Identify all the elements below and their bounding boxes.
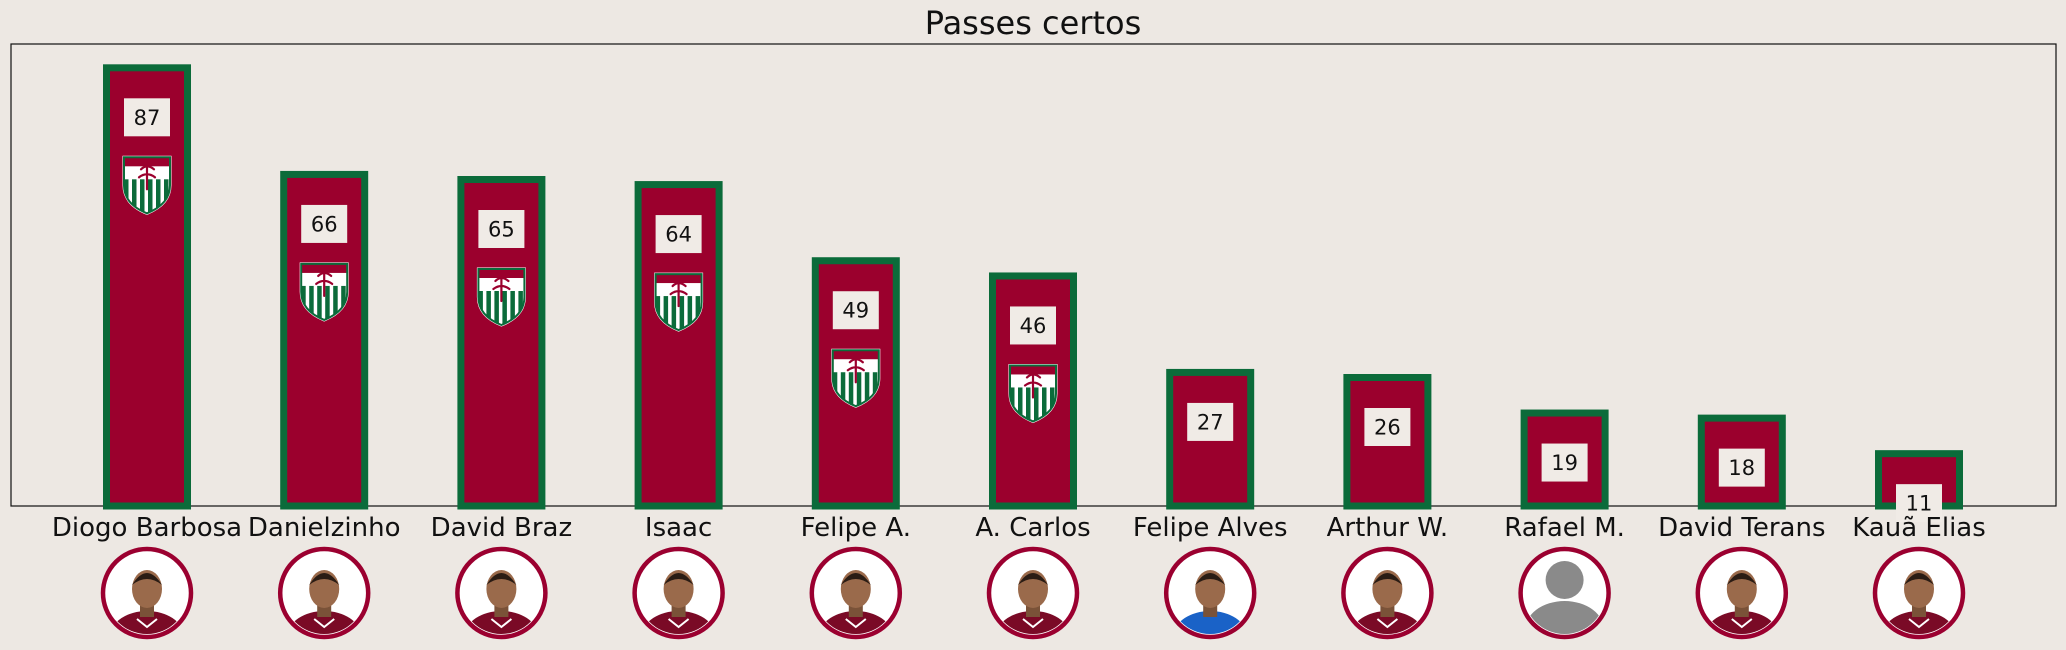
data-label: 27 [1197,410,1224,434]
data-label: 66 [311,212,338,236]
data-label-box [124,98,170,137]
player-photo [1695,546,1789,640]
data-label: 65 [488,218,515,242]
data-label-box [478,210,525,248]
data-label-box [1541,443,1588,482]
club-crest-icon [1008,363,1058,424]
club-crest-icon [654,272,704,332]
x-tick-label: Danielzinho [248,513,401,543]
x-tick-label: Isaac [645,513,712,543]
data-label: 87 [134,106,161,130]
x-tick-label: Felipe Alves [1133,513,1288,543]
data-label-box [1010,306,1056,345]
club-crest-icon [476,267,526,327]
player-photo [100,546,194,640]
x-tick-label: A. Carlos [975,513,1090,543]
x-tick-label: Felipe A. [801,513,911,543]
data-label: 19 [1551,451,1578,475]
club-crest-icon [831,348,881,408]
player-photo [277,546,371,640]
data-label-box [1718,448,1765,487]
data-label-box [655,215,702,254]
data-label: 11 [1906,492,1933,516]
data-label: 46 [1020,314,1047,338]
player-photo [632,546,725,640]
x-tick-label: Kauã Elias [1852,513,1986,543]
x-tick-label: David Terans [1658,513,1825,543]
player-photo [455,546,548,640]
x-tick-label: Diogo Barbosa [52,513,242,543]
club-crest-icon [122,155,172,215]
data-label-box [301,204,348,243]
bar [1343,374,1432,510]
x-tick-label: Arthur W. [1327,513,1449,543]
bars-layer: 87 66 65 64 49 46 27 26 19 18 11 [103,64,1963,523]
data-label: 64 [665,223,692,247]
data-label-box [1187,402,1234,441]
x-tick-labels: Diogo Barbosa Danielzinho David Braz Isaac F… [52,513,1986,543]
player-photo [809,546,903,640]
player-photos [100,546,1966,640]
bar [103,64,191,510]
player-photo [1872,546,1966,640]
data-label: 26 [1374,416,1401,440]
player-photo [1341,546,1434,640]
data-label: 49 [842,299,869,323]
club-crest-icon [299,262,349,322]
data-label-box [1364,408,1411,446]
data-label-box [832,291,879,330]
data-label: 18 [1728,456,1755,480]
data-label-box [1896,484,1942,523]
player-photo [1163,546,1257,640]
x-tick-label: Rafael M. [1504,513,1625,543]
player-photo [986,546,1080,640]
x-tick-label: David Braz [431,513,572,543]
avatar-placeholder-icon [1518,546,1611,640]
chart-title: Passes certos [925,4,1142,42]
